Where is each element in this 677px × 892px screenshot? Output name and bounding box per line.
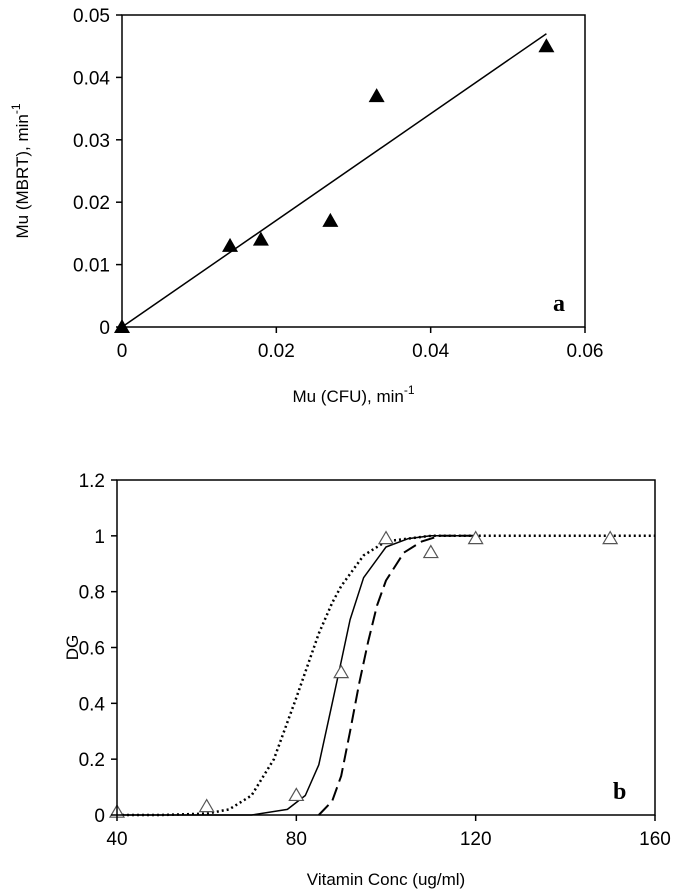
data-point-marker — [252, 231, 269, 246]
panel-a-marks — [114, 33, 555, 333]
data-point-marker — [538, 38, 555, 53]
x-tick-label: 80 — [286, 829, 307, 850]
panel-b-x-axis-title: Vitamin Conc (ug/ml) — [307, 870, 465, 889]
y-tick-label: 0.01 — [73, 256, 110, 277]
panel-b-axes: 40 80 120 160 0 0.2 0.4 0.6 0.8 1 1.2 — [79, 471, 671, 850]
y-tick-label: 0.05 — [73, 6, 110, 27]
x-tick-label: 40 — [106, 829, 127, 850]
y-tick-label: 0.2 — [79, 750, 105, 771]
y-tick-label: 1 — [94, 527, 105, 548]
y-tick-label: 0.02 — [73, 193, 110, 214]
series-line-dashed — [318, 534, 476, 816]
data-point-marker — [288, 787, 305, 802]
plot-frame — [121, 14, 586, 328]
y-tick-label: 1.2 — [79, 471, 105, 492]
data-point-marker — [467, 530, 484, 545]
data-point-marker — [368, 88, 385, 103]
series-line-solid — [117, 535, 476, 816]
y-tick-label: 0.03 — [73, 131, 110, 152]
trendline — [121, 33, 547, 328]
panel-a-x-axis-title-text: Mu (CFU), min — [292, 387, 403, 406]
data-point-marker — [422, 544, 439, 559]
y-tick-label: 0 — [94, 806, 105, 827]
data-point-marker — [222, 237, 239, 252]
data-point-marker — [198, 798, 215, 813]
panel-b-line-chart: 40 80 120 160 0 0.2 0.4 0.6 0.8 1 1.2 b Vitamin Co… — [63, 471, 671, 889]
x-tick-label: 0 — [117, 341, 128, 362]
panel-a-y-axis-title-sup: -1 — [9, 103, 23, 114]
panel-a-axes: 0 0.02 0.04 0.06 0 0.01 0.02 0.03 0.04 0.05 — [73, 6, 603, 362]
x-tick-label: 0.06 — [567, 341, 604, 362]
panel-a-label: a — [553, 291, 565, 317]
panel-b-marks — [108, 530, 655, 818]
panel-a-x-axis-title: Mu (CFU), min-1 — [292, 383, 414, 406]
x-tick-label: 0.02 — [258, 341, 295, 362]
panel-a-x-axis-title-sup: -1 — [404, 383, 415, 397]
data-point-marker — [377, 530, 395, 545]
y-tick-label: 0 — [99, 318, 110, 339]
y-tick-label: 0.6 — [79, 639, 105, 660]
panel-b-y-axis-title: DG — [63, 635, 82, 661]
panel-a-scatter-chart: 0 0.02 0.04 0.06 0 0.01 0.02 0.03 0.04 0.05 a Mu … — [9, 6, 603, 406]
data-point-marker — [322, 212, 339, 227]
panel-b-label: b — [613, 779, 626, 805]
x-tick-label: 160 — [639, 829, 671, 850]
panel-a-y-axis-title-text: Mu (MBRT), min — [13, 114, 32, 238]
y-tick-label: 0.4 — [79, 694, 106, 715]
x-tick-label: 120 — [460, 829, 492, 850]
series-line-dotted — [117, 534, 655, 817]
y-tick-label: 0.8 — [79, 583, 105, 604]
data-point-marker — [602, 530, 619, 545]
x-tick-label: 0.04 — [412, 341, 449, 362]
y-tick-label: 0.04 — [73, 68, 110, 89]
data-point-marker — [333, 664, 350, 679]
panel-a-y-axis-title: Mu (MBRT), min-1 — [9, 103, 32, 238]
plot-frame — [116, 479, 656, 816]
